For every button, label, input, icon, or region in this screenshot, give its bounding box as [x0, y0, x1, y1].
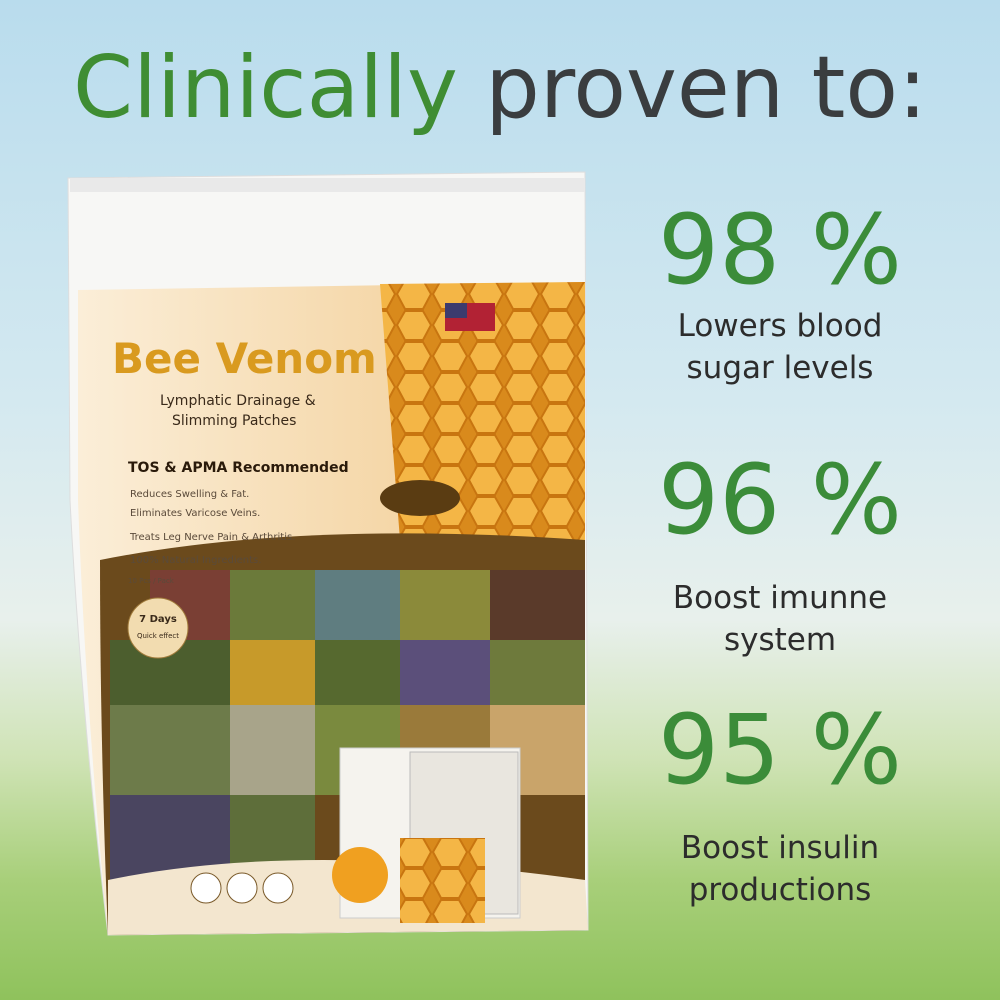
herb-tile: [230, 570, 315, 640]
flower: [332, 847, 388, 903]
bullet: 100% Natural Ingredients.: [130, 555, 261, 566]
badge-text: Quick effect: [137, 632, 179, 640]
stat-label: Boost insulin: [680, 830, 880, 866]
herb-tile: [315, 640, 400, 705]
badges: [190, 872, 294, 904]
stat-label: productions: [688, 872, 872, 908]
count: 10 Pcs / Pack: [128, 577, 175, 585]
herb-tile: [400, 570, 490, 640]
herb-tile: [230, 705, 315, 795]
herb-tile: [110, 705, 230, 795]
stat-label: Boost imunne: [672, 580, 888, 616]
recommended: TOS & APMA Recommended: [128, 460, 349, 476]
badge-text: 7 Days: [139, 614, 177, 625]
stat-value: 96 %: [658, 444, 902, 556]
stat-value: 98 %: [658, 194, 902, 306]
brand: Bee Venom: [112, 334, 377, 383]
stat-value: 95 %: [658, 694, 902, 806]
headline-dark: proven to:: [485, 38, 927, 138]
badge: [127, 597, 189, 659]
badge-icon: [190, 872, 222, 904]
headline: Clinically proven to:: [0, 38, 1000, 138]
zipper: [70, 178, 585, 192]
stat-label: Lowers blood: [677, 308, 883, 344]
bullet: Eliminates Varicose Veins.: [130, 508, 260, 519]
bullet: Treats Leg Nerve Pain & Arthritis.: [129, 532, 295, 543]
herb-tile: [315, 570, 400, 640]
subtitle: Lymphatic Drainage &: [160, 393, 316, 409]
stat: 98 % Lowers blood sugar levels: [620, 195, 940, 389]
herb-tile: [400, 640, 490, 705]
herb-tile: [490, 570, 585, 640]
flag-canton: [445, 303, 467, 318]
subtitle: Slimming Patches: [172, 413, 296, 429]
stat: 95 % Boost insulin productions: [620, 695, 940, 911]
bullet: Reduces Swelling & Fat.: [130, 489, 249, 500]
badge-icon: [226, 872, 258, 904]
stat-label: sugar levels: [686, 350, 874, 386]
stat-label: system: [723, 622, 837, 658]
bee: [380, 480, 460, 516]
honeycomb-piece: [400, 838, 485, 923]
badge-icon: [262, 872, 294, 904]
headline-green: Clinically: [73, 38, 458, 138]
herb-tile: [230, 640, 315, 705]
stat: 96 % Boost imunne system: [620, 445, 940, 661]
herb-tile: [490, 640, 585, 705]
